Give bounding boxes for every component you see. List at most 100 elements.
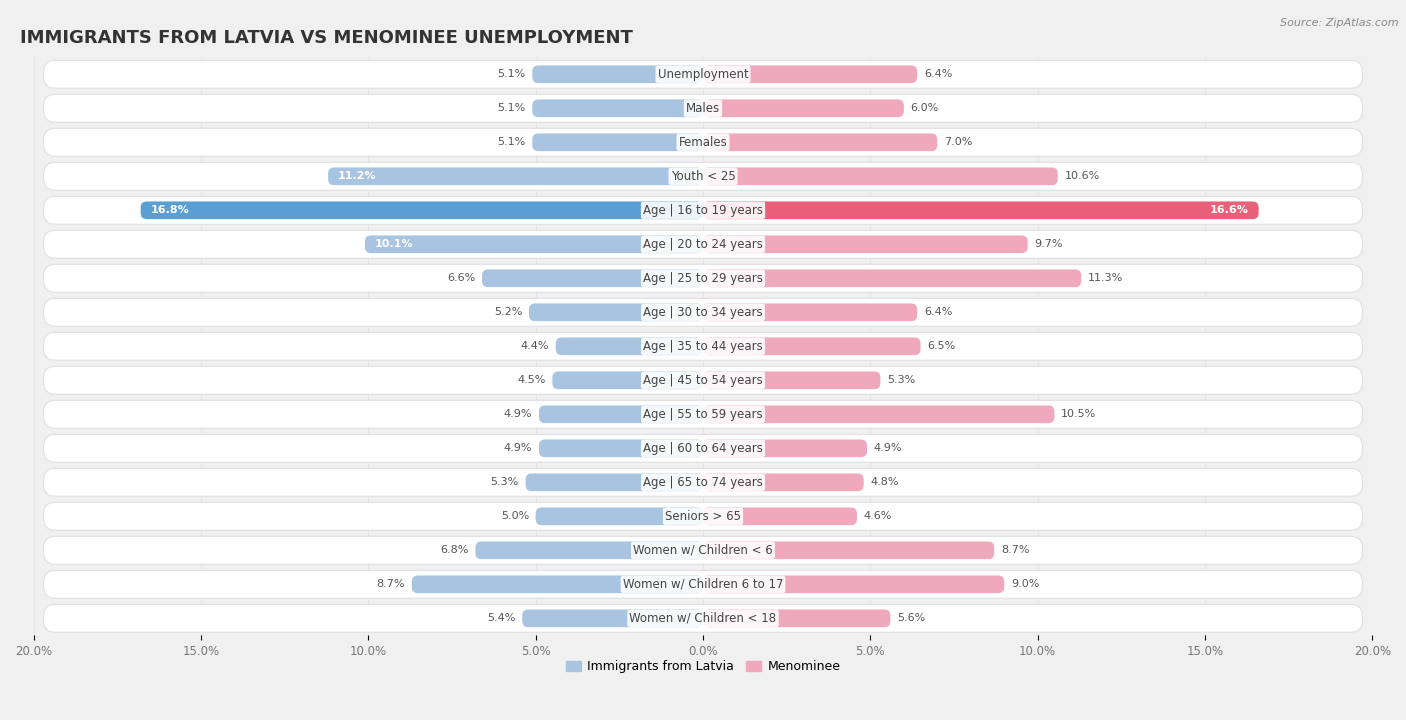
FancyBboxPatch shape	[44, 128, 1362, 156]
Text: 4.5%: 4.5%	[517, 375, 546, 385]
FancyBboxPatch shape	[536, 508, 703, 525]
FancyBboxPatch shape	[412, 575, 703, 593]
FancyBboxPatch shape	[475, 541, 703, 559]
Text: Youth < 25: Youth < 25	[671, 170, 735, 183]
FancyBboxPatch shape	[44, 570, 1362, 598]
Text: 9.0%: 9.0%	[1011, 580, 1039, 590]
Text: 5.4%: 5.4%	[488, 613, 516, 624]
FancyBboxPatch shape	[44, 264, 1362, 292]
Text: 4.9%: 4.9%	[873, 444, 903, 454]
Text: 11.3%: 11.3%	[1088, 274, 1123, 283]
FancyBboxPatch shape	[703, 405, 1054, 423]
Text: 4.9%: 4.9%	[503, 409, 533, 419]
Text: 5.1%: 5.1%	[498, 138, 526, 148]
FancyBboxPatch shape	[522, 610, 703, 627]
Text: 5.0%: 5.0%	[501, 511, 529, 521]
FancyBboxPatch shape	[703, 338, 921, 355]
Text: 4.6%: 4.6%	[863, 511, 891, 521]
Text: Age | 30 to 34 years: Age | 30 to 34 years	[643, 306, 763, 319]
FancyBboxPatch shape	[703, 235, 1028, 253]
FancyBboxPatch shape	[538, 405, 703, 423]
FancyBboxPatch shape	[703, 168, 1057, 185]
FancyBboxPatch shape	[533, 66, 703, 83]
Text: 8.7%: 8.7%	[1001, 545, 1029, 555]
FancyBboxPatch shape	[526, 474, 703, 491]
Text: Unemployment: Unemployment	[658, 68, 748, 81]
Text: 10.1%: 10.1%	[375, 239, 413, 249]
FancyBboxPatch shape	[366, 235, 703, 253]
FancyBboxPatch shape	[533, 99, 703, 117]
FancyBboxPatch shape	[703, 133, 938, 151]
Text: 6.5%: 6.5%	[928, 341, 956, 351]
Text: Age | 45 to 54 years: Age | 45 to 54 years	[643, 374, 763, 387]
FancyBboxPatch shape	[553, 372, 703, 389]
Text: 16.6%: 16.6%	[1209, 205, 1249, 215]
FancyBboxPatch shape	[44, 434, 1362, 462]
FancyBboxPatch shape	[44, 230, 1362, 258]
Text: Women w/ Children < 6: Women w/ Children < 6	[633, 544, 773, 557]
Text: 5.3%: 5.3%	[887, 375, 915, 385]
Text: 4.8%: 4.8%	[870, 477, 898, 487]
FancyBboxPatch shape	[703, 610, 890, 627]
Text: 6.8%: 6.8%	[440, 545, 468, 555]
FancyBboxPatch shape	[703, 372, 880, 389]
Text: IMMIGRANTS FROM LATVIA VS MENOMINEE UNEMPLOYMENT: IMMIGRANTS FROM LATVIA VS MENOMINEE UNEM…	[20, 30, 633, 48]
Text: 5.1%: 5.1%	[498, 69, 526, 79]
FancyBboxPatch shape	[703, 474, 863, 491]
Text: 6.6%: 6.6%	[447, 274, 475, 283]
FancyBboxPatch shape	[44, 503, 1362, 530]
Text: 10.5%: 10.5%	[1062, 409, 1097, 419]
FancyBboxPatch shape	[703, 439, 868, 457]
FancyBboxPatch shape	[44, 333, 1362, 360]
Text: Females: Females	[679, 136, 727, 149]
Text: 9.7%: 9.7%	[1035, 239, 1063, 249]
Text: 5.2%: 5.2%	[494, 307, 522, 318]
FancyBboxPatch shape	[44, 60, 1362, 89]
Text: Age | 16 to 19 years: Age | 16 to 19 years	[643, 204, 763, 217]
FancyBboxPatch shape	[703, 303, 917, 321]
FancyBboxPatch shape	[703, 508, 858, 525]
Text: 16.8%: 16.8%	[150, 205, 190, 215]
FancyBboxPatch shape	[44, 469, 1362, 496]
Text: Age | 25 to 29 years: Age | 25 to 29 years	[643, 272, 763, 285]
FancyBboxPatch shape	[44, 197, 1362, 224]
Text: Age | 20 to 24 years: Age | 20 to 24 years	[643, 238, 763, 251]
Text: 4.9%: 4.9%	[503, 444, 533, 454]
Text: Source: ZipAtlas.com: Source: ZipAtlas.com	[1281, 18, 1399, 28]
FancyBboxPatch shape	[328, 168, 703, 185]
FancyBboxPatch shape	[555, 338, 703, 355]
FancyBboxPatch shape	[44, 162, 1362, 190]
FancyBboxPatch shape	[44, 604, 1362, 632]
FancyBboxPatch shape	[482, 269, 703, 287]
Text: Age | 35 to 44 years: Age | 35 to 44 years	[643, 340, 763, 353]
Text: 6.0%: 6.0%	[911, 103, 939, 113]
Text: 4.4%: 4.4%	[520, 341, 548, 351]
FancyBboxPatch shape	[703, 269, 1081, 287]
Text: Age | 60 to 64 years: Age | 60 to 64 years	[643, 442, 763, 455]
FancyBboxPatch shape	[703, 541, 994, 559]
FancyBboxPatch shape	[703, 99, 904, 117]
Text: Women w/ Children < 18: Women w/ Children < 18	[630, 612, 776, 625]
Text: 10.6%: 10.6%	[1064, 171, 1099, 181]
FancyBboxPatch shape	[703, 202, 1258, 219]
Text: 6.4%: 6.4%	[924, 307, 952, 318]
FancyBboxPatch shape	[703, 575, 1004, 593]
FancyBboxPatch shape	[529, 303, 703, 321]
Text: Women w/ Children 6 to 17: Women w/ Children 6 to 17	[623, 578, 783, 591]
FancyBboxPatch shape	[141, 202, 703, 219]
FancyBboxPatch shape	[538, 439, 703, 457]
Text: 5.1%: 5.1%	[498, 103, 526, 113]
Text: 11.2%: 11.2%	[339, 171, 377, 181]
FancyBboxPatch shape	[703, 66, 917, 83]
FancyBboxPatch shape	[533, 133, 703, 151]
FancyBboxPatch shape	[44, 536, 1362, 564]
Text: 5.6%: 5.6%	[897, 613, 925, 624]
Text: Age | 55 to 59 years: Age | 55 to 59 years	[643, 408, 763, 420]
Text: 7.0%: 7.0%	[943, 138, 973, 148]
Text: Males: Males	[686, 102, 720, 114]
Text: Seniors > 65: Seniors > 65	[665, 510, 741, 523]
Text: Age | 65 to 74 years: Age | 65 to 74 years	[643, 476, 763, 489]
Text: 5.3%: 5.3%	[491, 477, 519, 487]
Text: 6.4%: 6.4%	[924, 69, 952, 79]
FancyBboxPatch shape	[44, 366, 1362, 395]
